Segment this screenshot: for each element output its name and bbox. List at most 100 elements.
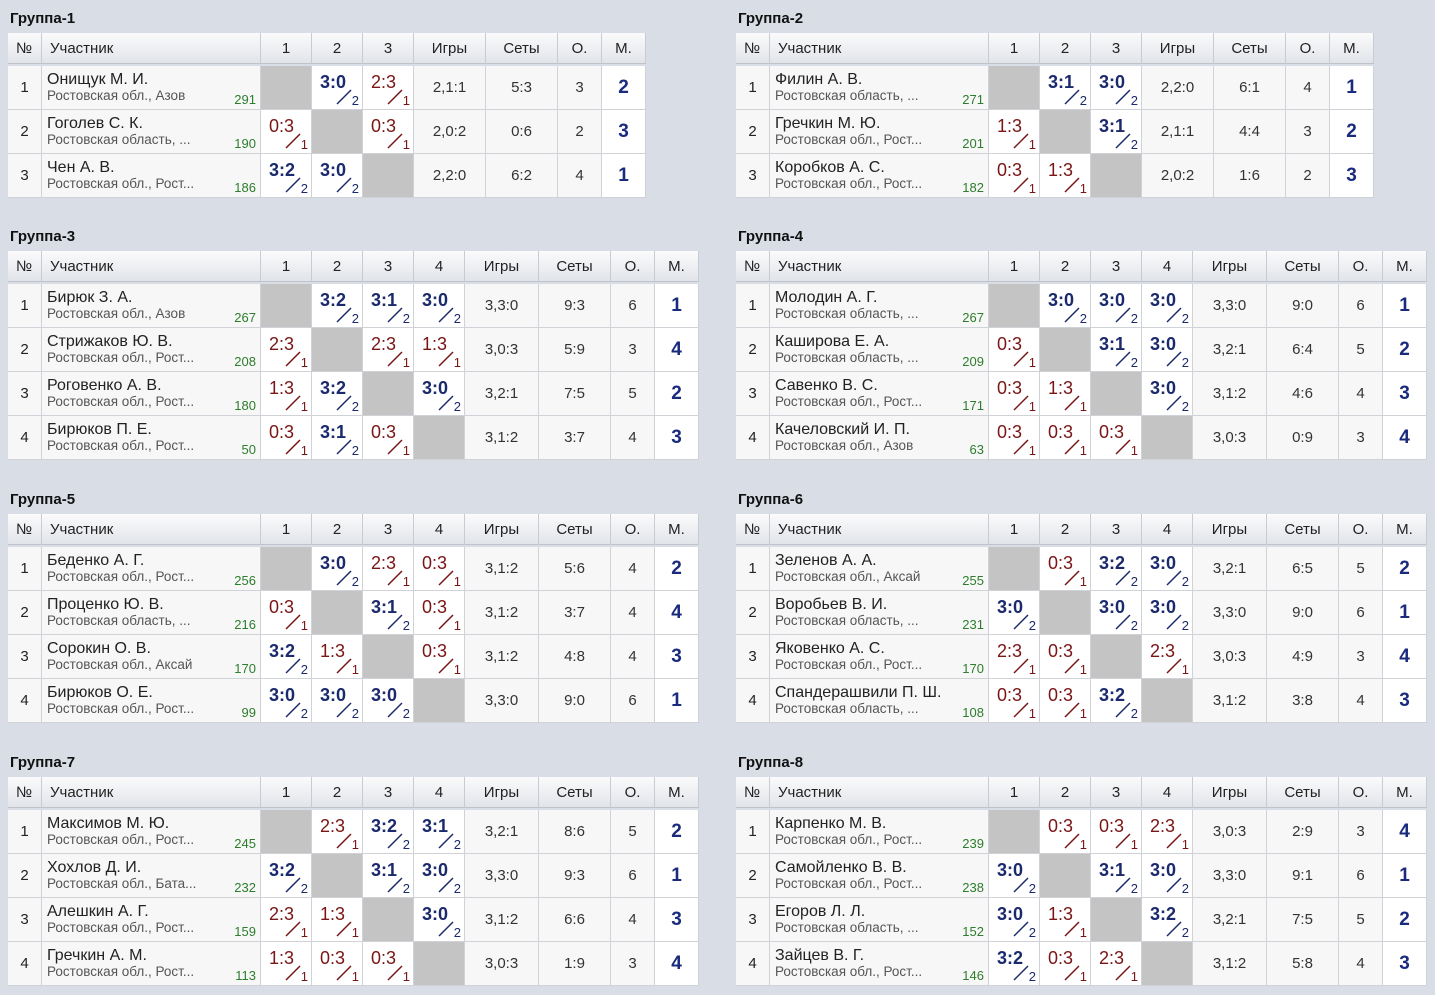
header-opponent-3[interactable]: 3 [1091, 33, 1142, 64]
header-games[interactable]: Игры [1193, 777, 1267, 808]
participant-name[interactable]: Бирюк З. А. [47, 289, 133, 306]
match-score-cell[interactable]: 3:1 2 [312, 416, 363, 460]
header-opponent-3[interactable]: 3 [1091, 777, 1142, 808]
participant-cell[interactable]: Яковенко А. С. Ростовская обл., Рост... 17… [770, 635, 989, 679]
match-score-cell[interactable]: 3:1 2 [1091, 110, 1142, 154]
match-score-cell[interactable]: 2:3 1 [363, 328, 414, 372]
header-opponent-4[interactable]: 4 [414, 514, 465, 545]
table-row[interactable]: 3 Чен А. В. Ростовская обл., Рост... 186 3:2… [8, 154, 646, 198]
match-score-cell[interactable]: 0:3 1 [989, 154, 1040, 198]
participant-name[interactable]: Спандерашвили П. Ш. [775, 684, 942, 701]
header-num[interactable]: № [8, 251, 42, 282]
match-score-cell[interactable]: 3:0 2 [1142, 591, 1193, 635]
participant-cell[interactable]: Гречкин А. М. Ростовская обл., Рост... 113 [42, 942, 261, 986]
participant-cell[interactable]: Бирюков П. Е. Ростовская обл., Рост... 50 [42, 416, 261, 460]
header-opponent-1[interactable]: 1 [989, 33, 1040, 64]
participant-name[interactable]: Гречкин М. Ю. [775, 115, 881, 132]
table-row[interactable]: 4 Качеловский И. П. Ростовская обл., Азов 6… [736, 416, 1427, 460]
match-score-cell[interactable]: 2:3 1 [1142, 635, 1193, 679]
header-points[interactable]: О. [1339, 251, 1383, 282]
match-score-cell[interactable]: 0:3 1 [989, 416, 1040, 460]
participant-name[interactable]: Егоров Л. Л. [775, 903, 866, 920]
match-score-cell[interactable]: 0:3 1 [414, 591, 465, 635]
header-num[interactable]: № [736, 251, 770, 282]
header-opponent-4[interactable]: 4 [1142, 514, 1193, 545]
participant-cell[interactable]: Спандерашвили П. Ш. Ростовская область, .… [770, 679, 989, 723]
match-score-cell[interactable]: 3:0 2 [1091, 591, 1142, 635]
participant-cell[interactable]: Гречкин М. Ю. Ростовская обл., Рост... 201 [770, 110, 989, 154]
match-score-cell[interactable]: 3:0 2 [414, 854, 465, 898]
header-participant[interactable]: Участник [770, 33, 989, 64]
header-num[interactable]: № [736, 777, 770, 808]
participant-cell[interactable]: Воробьев В. И. Ростовская область, ... 231 [770, 591, 989, 635]
table-row[interactable]: 4 Гречкин А. М. Ростовская обл., Рост... 11… [8, 942, 699, 986]
match-score-cell[interactable]: 2:3 1 [363, 547, 414, 591]
table-row[interactable]: 4 Зайцев В. Г. Ростовская обл., Рост... 146… [736, 942, 1427, 986]
participant-name[interactable]: Проценко Ю. В. [47, 596, 164, 613]
participant-cell[interactable]: Бирюк З. А. Ростовская обл., Азов 267 [42, 284, 261, 328]
match-score-cell[interactable]: 3:2 2 [1091, 547, 1142, 591]
match-score-cell[interactable]: 3:0 2 [1142, 328, 1193, 372]
table-row[interactable]: 1 Молодин А. Г. Ростовская область, ... 267… [736, 284, 1427, 328]
table-row[interactable]: 4 Спандерашвили П. Ш. Ростовская область, … [736, 679, 1427, 723]
match-score-cell[interactable]: 3:1 2 [363, 854, 414, 898]
header-opponent-4[interactable]: 4 [414, 251, 465, 282]
participant-cell[interactable]: Савенко В. С. Ростовская обл., Рост... 171 [770, 372, 989, 416]
header-games[interactable]: Игры [414, 33, 486, 64]
match-score-cell[interactable]: 1:3 1 [261, 372, 312, 416]
header-points[interactable]: О. [611, 251, 655, 282]
header-points[interactable]: О. [611, 514, 655, 545]
match-score-cell[interactable]: 3:0 2 [1142, 854, 1193, 898]
match-score-cell[interactable]: 2:3 1 [261, 898, 312, 942]
participant-name[interactable]: Бирюков П. Е. [47, 421, 152, 438]
match-score-cell[interactable]: 3:2 2 [261, 854, 312, 898]
table-row[interactable]: 3 Сорокин О. В. Ростовская обл., Аксай 170 3… [8, 635, 699, 679]
match-score-cell[interactable]: 3:1 2 [1091, 328, 1142, 372]
header-place[interactable]: М. [655, 777, 699, 808]
participant-cell[interactable]: Проценко Ю. В. Ростовская область, ... 216 [42, 591, 261, 635]
match-score-cell[interactable]: 0:3 1 [261, 416, 312, 460]
header-opponent-2[interactable]: 2 [1040, 33, 1091, 64]
match-score-cell[interactable]: 0:3 1 [1040, 635, 1091, 679]
participant-cell[interactable]: Качеловский И. П. Ростовская обл., Азов 63 [770, 416, 989, 460]
match-score-cell[interactable]: 0:3 1 [261, 591, 312, 635]
match-score-cell[interactable]: 3:0 2 [312, 679, 363, 723]
header-participant[interactable]: Участник [770, 514, 989, 545]
header-games[interactable]: Игры [465, 777, 539, 808]
participant-name[interactable]: Зеленов А. А. [775, 552, 877, 569]
match-score-cell[interactable]: 3:2 2 [261, 154, 312, 198]
participant-cell[interactable]: Сорокин О. В. Ростовская обл., Аксай 170 [42, 635, 261, 679]
participant-name[interactable]: Онищук М. И. [47, 71, 149, 88]
match-score-cell[interactable]: 0:3 1 [363, 416, 414, 460]
table-row[interactable]: 1 Зеленов А. А. Ростовская обл., Аксай 255 0… [736, 547, 1427, 591]
header-participant[interactable]: Участник [42, 514, 261, 545]
header-games[interactable]: Игры [1193, 514, 1267, 545]
match-score-cell[interactable]: 3:0 2 [989, 898, 1040, 942]
table-row[interactable]: 2 Хохлов Д. И. Ростовская обл., Бата... 232… [8, 854, 699, 898]
header-sets[interactable]: Сеты [539, 777, 611, 808]
header-opponent-3[interactable]: 3 [1091, 514, 1142, 545]
match-score-cell[interactable]: 3:0 2 [1040, 284, 1091, 328]
match-score-cell[interactable]: 1:3 1 [1040, 372, 1091, 416]
participant-name[interactable]: Коробков А. С. [775, 159, 885, 176]
header-place[interactable]: М. [1383, 251, 1427, 282]
match-score-cell[interactable]: 0:3 1 [261, 110, 312, 154]
match-score-cell[interactable]: 3:0 2 [1142, 547, 1193, 591]
header-opponent-2[interactable]: 2 [1040, 777, 1091, 808]
header-participant[interactable]: Участник [42, 251, 261, 282]
match-score-cell[interactable]: 0:3 1 [312, 942, 363, 986]
match-score-cell[interactable]: 3:0 2 [414, 898, 465, 942]
header-sets[interactable]: Сеты [1267, 777, 1339, 808]
header-sets[interactable]: Сеты [1267, 251, 1339, 282]
match-score-cell[interactable]: 3:0 2 [261, 679, 312, 723]
table-row[interactable]: 3 Роговенко А. В. Ростовская обл., Рост...… [8, 372, 699, 416]
participant-name[interactable]: Алешкин А. Г. [47, 903, 149, 920]
participant-name[interactable]: Гречкин А. М. [47, 947, 147, 964]
match-score-cell[interactable]: 3:0 2 [989, 591, 1040, 635]
header-points[interactable]: О. [611, 777, 655, 808]
table-row[interactable]: 2 Гречкин М. Ю. Ростовская обл., Рост... 20… [736, 110, 1374, 154]
match-score-cell[interactable]: 0:3 1 [989, 328, 1040, 372]
participant-name[interactable]: Стрижаков Ю. В. [47, 333, 173, 350]
participant-cell[interactable]: Филин А. В. Ростовская область, ... 271 [770, 66, 989, 110]
match-score-cell[interactable]: 0:3 1 [363, 942, 414, 986]
